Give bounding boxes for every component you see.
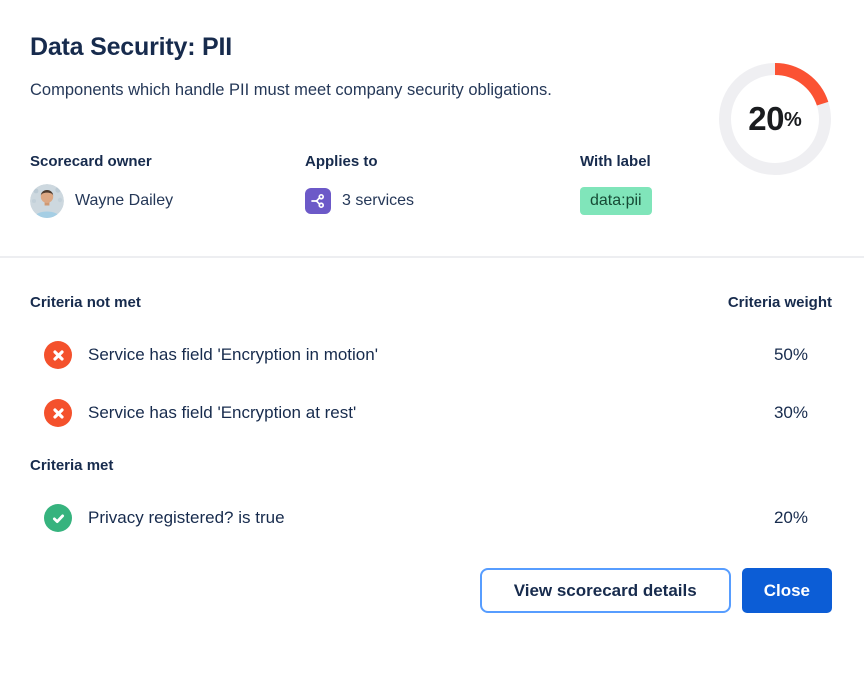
criteria-weight: 50%: [773, 345, 808, 364]
page-title: Data Security: PII: [30, 33, 233, 61]
page-description: Components which handle PII must meet co…: [30, 81, 552, 99]
progress-value: 20: [748, 100, 784, 137]
with-label-label: With label: [580, 153, 651, 170]
criteria-row-not-met-1: Service has field 'Encryption in motion'…: [30, 341, 832, 369]
applies-to-column: Applies to 3 services: [305, 153, 580, 218]
criteria-text: Privacy registered? is true: [88, 508, 285, 527]
applies-to-label: Applies to: [305, 153, 378, 170]
services-share-icon: [305, 188, 331, 214]
dialog-footer: View scorecard details Close: [30, 568, 832, 613]
owner-name: Wayne Dailey: [75, 192, 174, 209]
progress-label: 20 %: [719, 63, 831, 175]
label-tag: data:pii: [580, 187, 652, 215]
criteria-row-not-met-2: Service has field 'Encryption at rest' 3…: [30, 399, 832, 427]
progress-suffix: %: [783, 109, 802, 131]
criteria-not-met-heading: Criteria not met: [30, 294, 141, 311]
check-icon: [44, 504, 72, 532]
meta-row: Scorecard owner: [30, 153, 832, 218]
owner-column: Scorecard owner: [30, 153, 305, 218]
criteria-text: Service has field 'Encryption in motion': [88, 345, 378, 364]
services-count: 3 services: [342, 192, 415, 209]
criteria-met-heading: Criteria met: [30, 457, 114, 474]
cross-icon: [44, 341, 72, 369]
divider: [0, 256, 864, 258]
criteria-row-met-1: Privacy registered? is true 20%: [30, 504, 832, 532]
cross-icon: [44, 399, 72, 427]
criteria-weight: 20%: [773, 508, 808, 527]
close-button[interactable]: Close: [741, 568, 832, 613]
criteria-header-row: Criteria not met Criteria weight: [30, 294, 832, 311]
scorecard-dialog: 20 % Data Security: PII Components which…: [0, 33, 864, 676]
progress-ring: 20 %: [719, 63, 831, 175]
view-scorecard-details-button[interactable]: View scorecard details: [479, 568, 731, 613]
progress-arc: [719, 63, 831, 175]
criteria-weight-heading: Criteria weight: [727, 294, 832, 311]
with-label-column: With label data:pii: [580, 153, 832, 218]
owner-avatar: [30, 184, 64, 218]
criteria-weight: 30%: [773, 403, 808, 422]
owner-label: Scorecard owner: [30, 153, 152, 170]
criteria-text: Service has field 'Encryption at rest': [88, 403, 357, 422]
